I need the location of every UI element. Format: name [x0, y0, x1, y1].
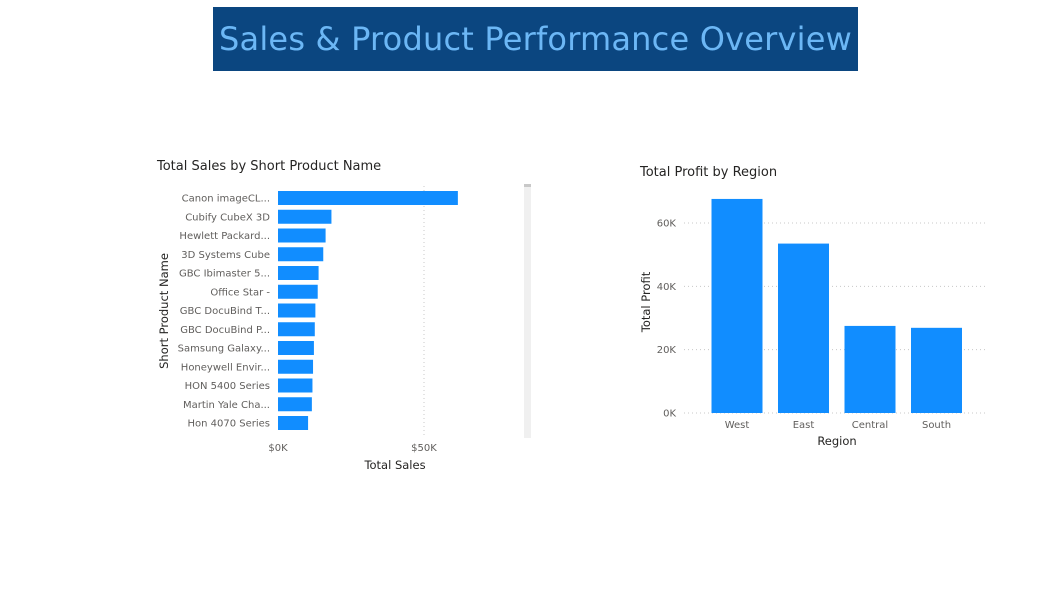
sales-bar[interactable]: [278, 341, 314, 355]
sales-category-label: GBC DocuBind P...: [180, 325, 270, 336]
sales-category-label: GBC Ibimaster 5...: [179, 269, 270, 280]
sales-bar[interactable]: [278, 397, 312, 412]
sales-bar[interactable]: [278, 228, 326, 243]
sales-bar[interactable]: [278, 247, 324, 262]
sales-bar[interactable]: [278, 378, 313, 393]
sales-bar[interactable]: [278, 209, 332, 224]
sales-category-label: Honeywell Envir...: [181, 362, 270, 373]
sales-bar[interactable]: [278, 303, 316, 318]
sales-bar[interactable]: [278, 191, 458, 205]
sales-chart-scrollbar[interactable]: [524, 184, 531, 438]
sales-chart-ylabel: Short Product Name: [157, 253, 171, 369]
sales-category-label: GBC DocuBind T...: [180, 306, 270, 317]
sales-category-label: Hewlett Packard...: [179, 231, 270, 242]
sales-category-label: 3D Systems Cube: [181, 250, 270, 261]
sales-category-label: Hon 4070 Series: [187, 419, 270, 430]
sales-category-label: Samsung Galaxy...: [178, 344, 270, 355]
sales-category-label: HON 5400 Series: [185, 381, 270, 392]
sales-xtick-label: $0K: [268, 443, 288, 454]
sales-category-label: Cubify CubeX 3D: [185, 212, 270, 223]
sales-bar[interactable]: [278, 284, 318, 299]
sales-xtick-label: $50K: [411, 443, 437, 454]
sales-chart-xlabel: Total Sales: [363, 458, 425, 472]
page-title-banner: Sales & Product Performance Overview: [213, 7, 858, 71]
sales-chart-scrollbar-thumb[interactable]: [524, 184, 531, 187]
sales-bar[interactable]: [278, 266, 319, 280]
sales-category-label: Canon imageCL...: [182, 194, 270, 205]
sales-category-label: Office Star -: [210, 287, 270, 298]
sales-bar[interactable]: [278, 416, 309, 430]
sales-bar[interactable]: [278, 322, 315, 337]
sales-category-label: Martin Yale Cha...: [183, 400, 270, 411]
sales-chart-title: Total Sales by Short Product Name: [156, 159, 381, 174]
page-title: Sales & Product Performance Overview: [219, 20, 852, 58]
sales-bar[interactable]: [278, 359, 314, 374]
